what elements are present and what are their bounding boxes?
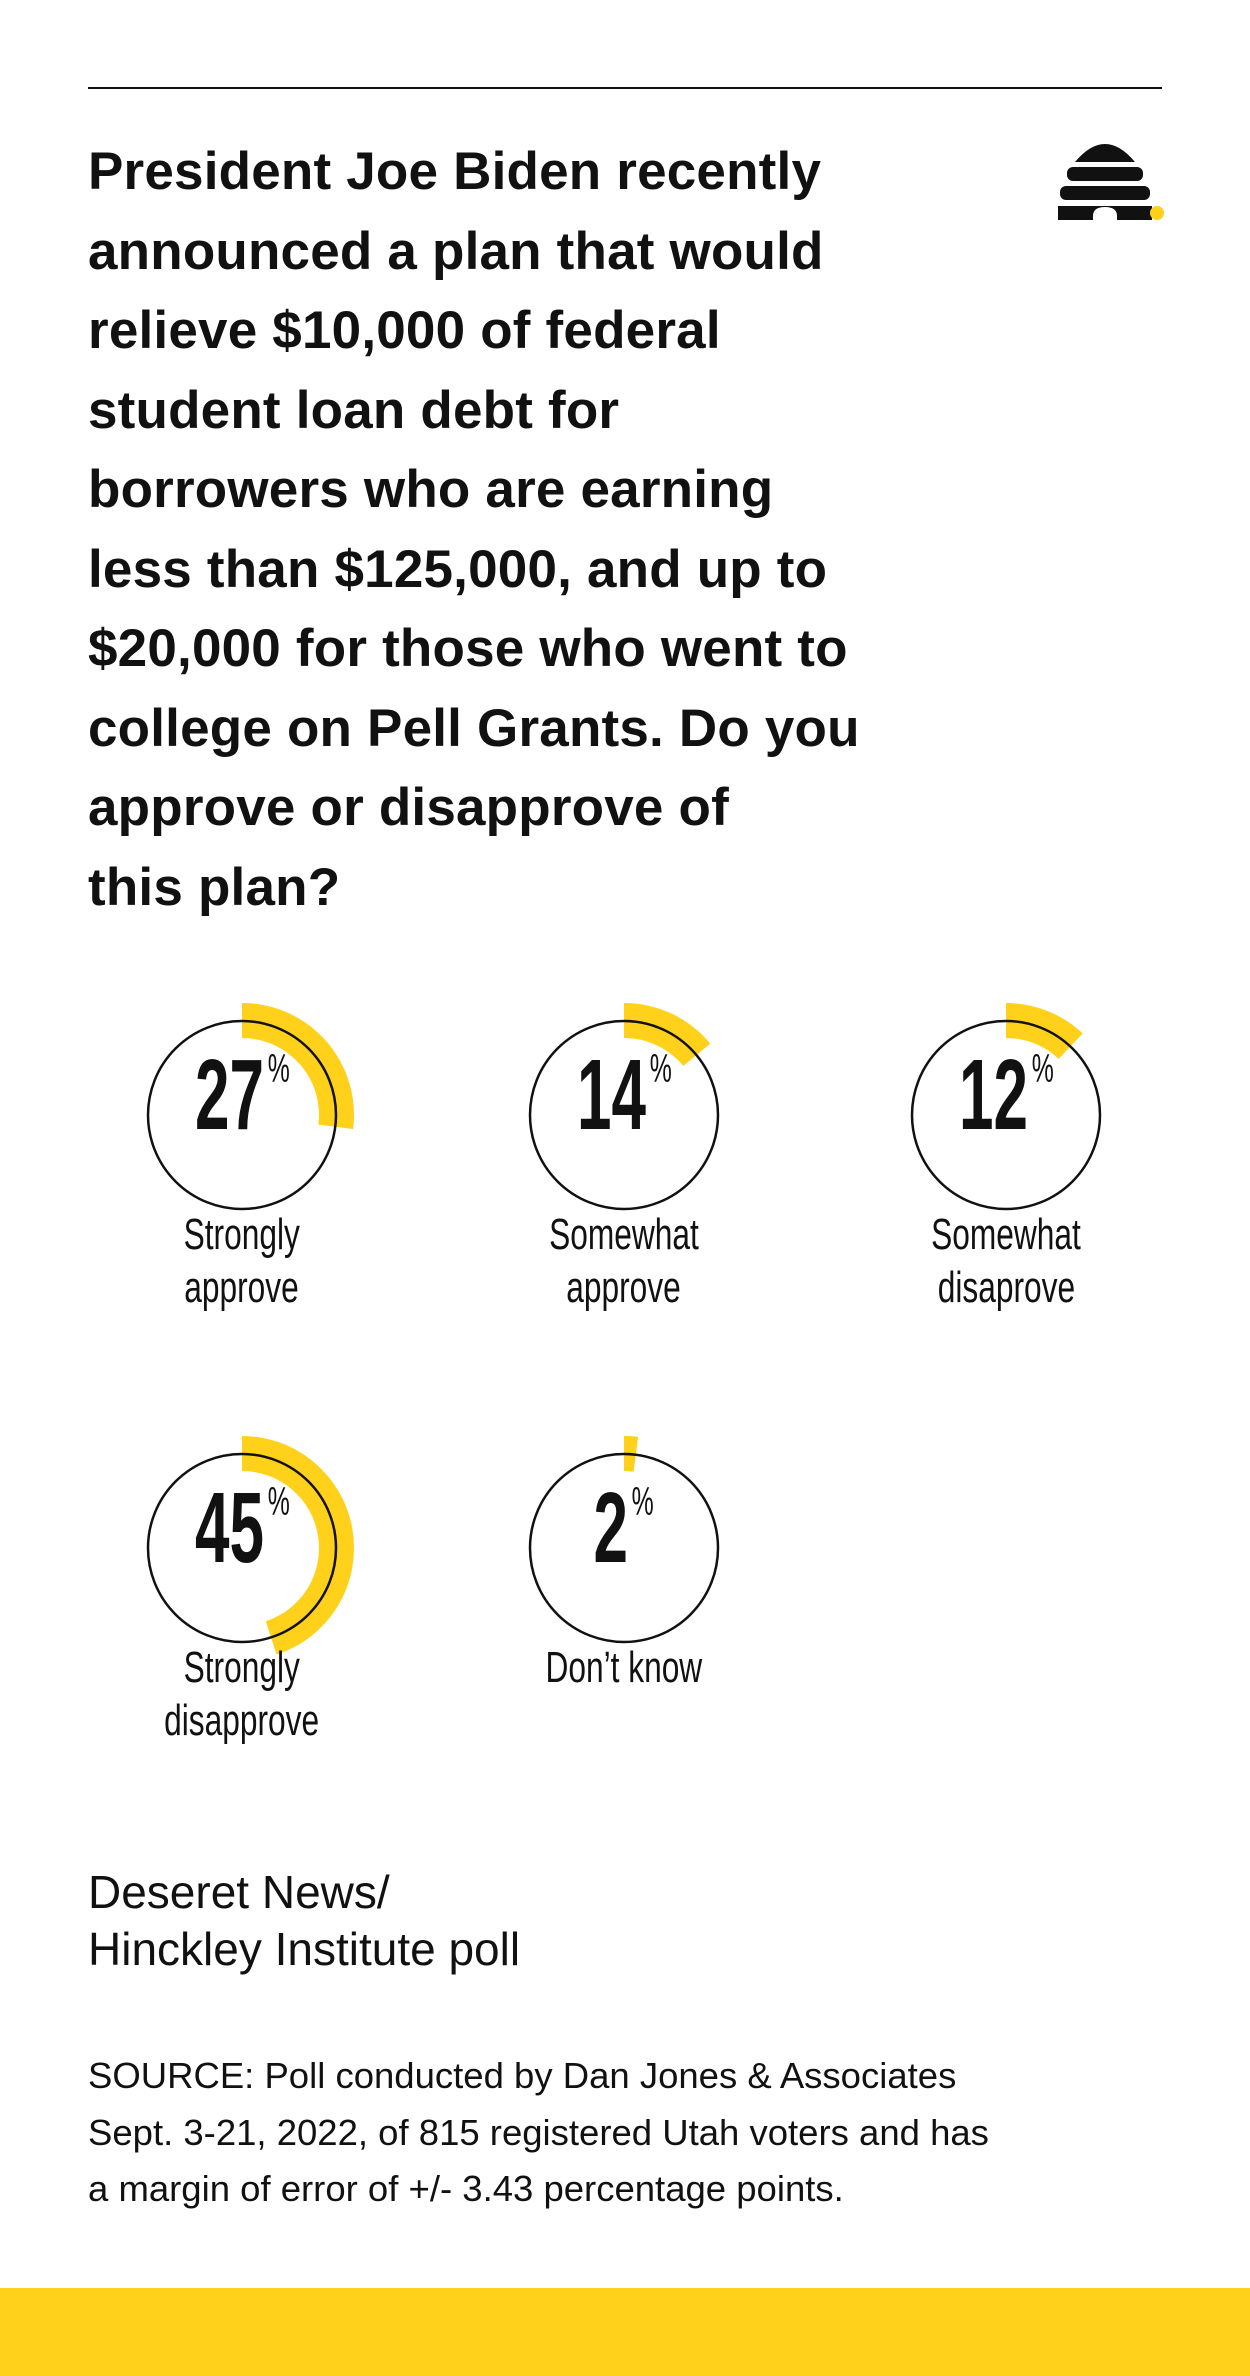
donut-chart: [146, 1003, 354, 1211]
donut-chart: [910, 1003, 1102, 1211]
label-line: approve: [566, 1263, 682, 1312]
label-line: disaprove: [937, 1263, 1075, 1312]
value-text: 12: [958, 1039, 1028, 1151]
donut-item: 45% Strongly disapprove: [82, 1388, 402, 1788]
value-text: 14: [576, 1039, 646, 1151]
top-rule: [88, 87, 1162, 89]
percent-value: 27%: [82, 1045, 402, 1165]
title-line: announced a plan that would: [88, 221, 824, 281]
title-line: college on Pell Grants. Do you: [88, 698, 860, 758]
footer-band: [0, 2288, 1250, 2376]
percent-sign: %: [649, 1047, 672, 1091]
donut-item: 14% Somewhat approve: [464, 955, 784, 1355]
title-line: President Joe Biden recently: [88, 142, 822, 201]
outline-circle: [146, 1019, 338, 1211]
title-line: borrowers who are earning: [88, 460, 774, 519]
source-line: Sept. 3-21, 2022, of 815 registered Utah…: [88, 2111, 989, 2153]
label-line: Strongly: [183, 1643, 301, 1692]
outline-circle: [146, 1452, 338, 1644]
category-label: Somewhat disaprove: [846, 1208, 1166, 1314]
category-label: Don’t know: [464, 1641, 784, 1694]
question-title: President Joe Biden recently announced a…: [88, 132, 988, 927]
percent-value: 45%: [82, 1478, 402, 1598]
percent-sign: %: [267, 1480, 290, 1524]
title-line: student loan debt for: [88, 380, 620, 440]
title-line: $20,000 for those who went to: [88, 619, 848, 678]
category-label: Strongly approve: [82, 1208, 402, 1314]
category-label: Somewhat approve: [464, 1208, 784, 1314]
label-line: approve: [184, 1263, 300, 1312]
donut-item: 2% Don’t know: [464, 1388, 784, 1788]
source-note: SOURCE: Poll conducted by Dan Jones & As…: [88, 2048, 989, 2218]
title-line: relieve $10,000 of federal: [88, 301, 721, 360]
label-line: Somewhat: [931, 1210, 1081, 1259]
percent-value: 2%: [464, 1478, 784, 1598]
value-arc: [624, 1003, 711, 1066]
percent-sign: %: [267, 1047, 290, 1091]
source-line: a margin of error of +/- 3.43 percentage…: [88, 2168, 844, 2209]
outline-circle: [528, 1452, 720, 1644]
label-line: Somewhat: [549, 1210, 699, 1259]
category-label: Strongly disapprove: [82, 1641, 402, 1747]
label-line: Strongly: [183, 1210, 301, 1259]
beehive-logo-icon: [1058, 144, 1164, 220]
donut-item: 12% Somewhat disaprove: [846, 955, 1166, 1355]
donut-chart: [528, 1003, 720, 1211]
outline-circle: [910, 1019, 1102, 1211]
percent-sign: %: [632, 1480, 655, 1524]
percent-value: 14%: [464, 1045, 784, 1165]
value-text: 27: [194, 1039, 264, 1151]
title-line: approve or disapprove of: [88, 778, 729, 837]
poll-name-line: Deseret News/: [88, 1866, 390, 1918]
poll-name-line: Hinckley Institute poll: [88, 1923, 521, 1975]
donut-chart: [528, 1436, 720, 1644]
title-line: less than $125,000, and up to: [88, 539, 828, 599]
label-line: disapprove: [164, 1696, 320, 1745]
value-text: 2: [593, 1472, 629, 1584]
donut-chart: [146, 1436, 355, 1655]
value-text: 45: [194, 1472, 264, 1584]
label-line: Don’t know: [545, 1643, 703, 1692]
percent-value: 12%: [846, 1045, 1166, 1165]
title-line: this plan?: [88, 857, 341, 917]
poll-name: Deseret News/ Hinckley Institute poll: [88, 1864, 520, 1978]
value-arc: [1006, 1003, 1083, 1059]
outline-circle: [528, 1019, 720, 1211]
source-line: SOURCE: Poll conducted by Dan Jones & As…: [88, 2055, 957, 2096]
donut-item: 27% Strongly approve: [82, 955, 402, 1355]
value-arc: [242, 1436, 355, 1655]
value-arc: [242, 1003, 354, 1130]
percent-sign: %: [1031, 1047, 1054, 1091]
